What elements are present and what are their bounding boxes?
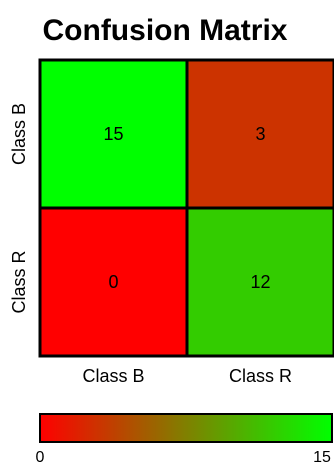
axis-labels: Class B Class R Class B Class R [9, 103, 292, 386]
cell-value-label: 15 [103, 124, 123, 144]
cell-value-label: 0 [108, 272, 118, 292]
colorbar-gradient [39, 413, 333, 443]
matrix-cell [185, 58, 334, 210]
colorbar: 0 15 [36, 413, 333, 466]
colorbar-max-label: 15 [313, 449, 331, 466]
matrix-cell [38, 58, 189, 210]
row-label: Class B [9, 103, 29, 165]
column-label: Class B [82, 366, 144, 386]
cell-value-label: 3 [255, 124, 265, 144]
matrix-cells: 15 3 0 12 [38, 58, 334, 358]
matrix-cell [38, 206, 189, 358]
cell-value-label: 12 [250, 272, 270, 292]
colorbar-min-label: 0 [36, 449, 45, 466]
row-label: Class R [9, 250, 29, 313]
matrix-cell [185, 206, 334, 358]
chart-title: Confusion Matrix [43, 14, 288, 47]
column-label: Class R [229, 366, 292, 386]
